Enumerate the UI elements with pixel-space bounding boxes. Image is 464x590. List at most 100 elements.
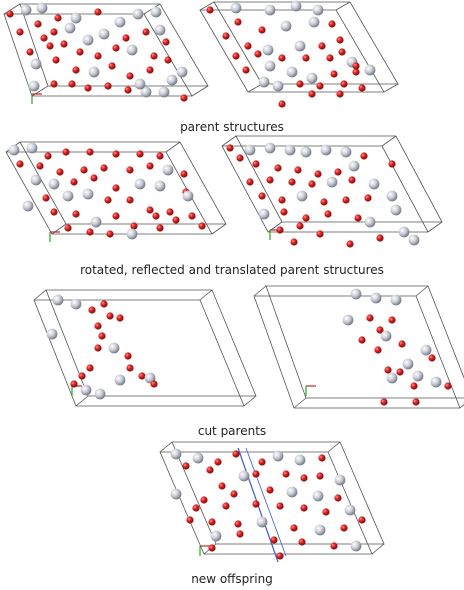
oxygen-atom [296, 222, 304, 230]
oxygen-atom [126, 72, 134, 80]
metal-atom [256, 516, 268, 528]
oxygen-atom [198, 222, 206, 230]
oxygen-atom [166, 208, 174, 216]
metal-atom [264, 4, 276, 16]
oxygen-atom [78, 372, 86, 380]
oxygen-atom [318, 42, 326, 50]
cell-front-edge [33, 299, 245, 407]
metal-atom [176, 66, 188, 78]
oxygen-atom [358, 516, 366, 524]
oxygen-atom [86, 364, 94, 372]
oxygen-atom [308, 180, 316, 188]
cell-depth-edge [427, 221, 443, 233]
oxygen-atom [172, 216, 180, 224]
oxygen-atom [146, 206, 154, 214]
metal-atom [294, 40, 306, 52]
metal-atom [430, 376, 442, 388]
oxygen-atom [208, 544, 216, 552]
metal-atom [94, 388, 106, 400]
metal-atom [402, 358, 414, 370]
oxygen-atom [300, 504, 308, 512]
cell-depth-edge [459, 404, 464, 409]
oxygen-atom [116, 314, 124, 322]
oxygen-atom [322, 508, 330, 516]
oxygen-atom [266, 486, 274, 494]
oxygen-atom [112, 44, 120, 52]
oxygen-atom [16, 28, 24, 36]
oxygen-atom [226, 144, 234, 152]
metal-atom [88, 66, 100, 78]
oxygen-atom [70, 178, 78, 186]
cell-depth-edge [3, 3, 21, 15]
oxygen-atom [366, 314, 374, 322]
metal-atom [258, 208, 270, 220]
oxygen-atom [124, 86, 132, 94]
metal-atom [326, 176, 338, 188]
oxygen-atom [106, 230, 114, 238]
oxygen-atom [376, 234, 384, 242]
cell-cut-2 [253, 285, 464, 409]
metal-atom [154, 24, 166, 36]
oxygen-atom [236, 154, 244, 162]
oxygen-atom [336, 90, 344, 98]
cell-depth-edge [191, 85, 209, 97]
cell-depth-edge [165, 141, 181, 153]
metal-atom [272, 80, 284, 92]
oxygen-atom [142, 28, 150, 36]
oxygen-atom [374, 346, 382, 354]
oxygen-atom [348, 176, 356, 184]
oxygen-atom [234, 18, 242, 26]
oxygen-atom [104, 196, 112, 204]
metal-atom [342, 314, 354, 326]
oxygen-atom [124, 352, 132, 360]
metal-atom [412, 370, 424, 382]
oxygen-atom [80, 166, 88, 174]
cell-depth-edge [381, 135, 397, 147]
oxygen-atom [122, 34, 130, 42]
oxygen-atom [152, 212, 160, 220]
oxygen-atom [146, 162, 154, 170]
oxygen-atom [138, 372, 146, 380]
metal-atom [140, 86, 152, 98]
oxygen-atom [410, 382, 418, 390]
oxygen-atom [150, 52, 158, 60]
oxygen-atom [242, 66, 250, 74]
oxygen-atom [72, 210, 80, 218]
oxygen-atom [106, 312, 114, 320]
metal-atom [280, 20, 292, 32]
oxygen-atom [276, 226, 284, 234]
metal-atom [230, 2, 242, 14]
oxygen-atom [380, 398, 388, 406]
metal-atom [390, 294, 402, 306]
cell-depth-edge [199, 289, 213, 301]
cell-depth-edge [243, 395, 257, 407]
metal-atom [26, 142, 38, 154]
oxygen-atom [302, 54, 310, 62]
oxygen-atom [396, 368, 404, 376]
oxygen-atom [340, 524, 348, 532]
metal-atom [348, 160, 360, 172]
metal-atom [364, 64, 376, 76]
metal-atom [238, 470, 250, 482]
cell-depth-edge [335, 1, 351, 11]
cell-depth-edge [293, 397, 307, 409]
oxygen-atom [6, 10, 14, 18]
oxygen-atom [294, 166, 302, 174]
oxygen-atom [302, 214, 310, 222]
oxygen-atom [326, 54, 334, 62]
oxygen-atom [150, 380, 158, 388]
metal-atom [30, 174, 42, 186]
metal-atom [80, 384, 92, 396]
oxygen-atom [236, 530, 244, 538]
metal-atom [52, 294, 64, 306]
axes-offspring [199, 545, 210, 556]
metal-atom [296, 190, 308, 202]
metal-atom [320, 144, 332, 156]
oxygen-atom [342, 196, 350, 204]
cell-depth-edge [383, 83, 399, 93]
metal-atom [344, 504, 356, 516]
oxygen-atom [290, 524, 298, 532]
metal-atom [132, 8, 144, 20]
oxygen-atom [388, 160, 396, 168]
oxygen-atom [112, 212, 120, 220]
